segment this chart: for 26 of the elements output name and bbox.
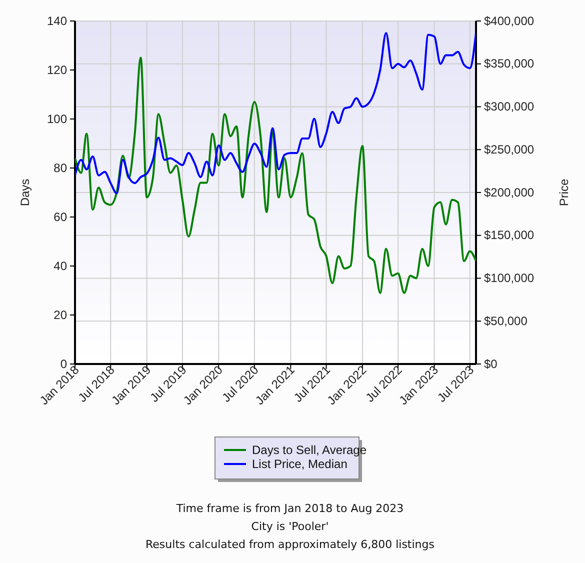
y-tick-label: 0 <box>60 356 68 371</box>
y2-axis-title: Price <box>557 178 571 206</box>
y-tick-label: 80 <box>54 160 68 175</box>
y-tick-label: 140 <box>46 14 68 28</box>
legend-label: List Price, Median <box>252 457 348 471</box>
legend-label: Days to Sell, Average <box>252 443 367 457</box>
y-axis-title: Days <box>18 178 32 206</box>
text: City is 'Pooler' <box>251 520 329 533</box>
y-tick-label: 120 <box>46 62 68 77</box>
line-series <box>75 32 476 194</box>
y2-tick-label: $200,000 <box>484 185 534 200</box>
y-tick-label: 20 <box>54 308 68 322</box>
y2-tick-label: $0 <box>484 356 498 371</box>
line-series <box>75 56 476 294</box>
y2-tick-label: $250,000 <box>484 142 534 156</box>
y-tick-label: 40 <box>54 258 68 273</box>
text: Results calculated from approximately 6,800 listings <box>146 538 435 551</box>
y2-tick-label: $150,000 <box>484 228 534 242</box>
y2-tick-label: $50,000 <box>484 314 528 328</box>
y-tick-label: 60 <box>54 210 68 224</box>
text: Time frame is from Jan 2018 to Aug 2023 <box>175 502 404 515</box>
y2-tick-label: $300,000 <box>484 100 534 114</box>
y2-tick-label: $400,000 <box>484 14 534 28</box>
y-tick-label: 100 <box>46 112 68 126</box>
y2-tick-label: $350,000 <box>484 56 534 71</box>
y2-tick-label: $100,000 <box>484 271 534 286</box>
